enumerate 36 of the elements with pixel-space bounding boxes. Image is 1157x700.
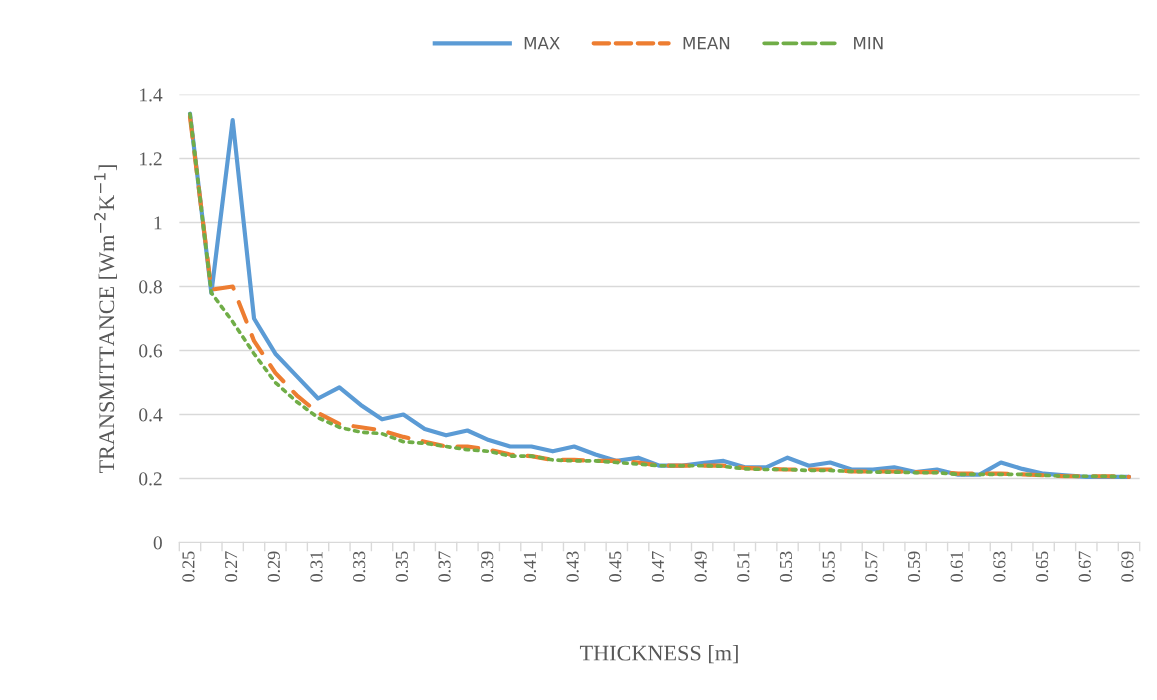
x-axis-title: THICKNESS [m]: [579, 644, 738, 664]
x-tick-label: 0.69: [1121, 551, 1134, 582]
x-tick-label: 0.39: [481, 551, 494, 582]
legend-label: MEAN: [683, 37, 730, 50]
x-tick-label: 0.59: [907, 551, 921, 582]
x-tick-label: 0.33: [353, 551, 366, 582]
x-tick-label: 0.29: [267, 551, 280, 582]
x-tick-label: 0.51: [737, 551, 750, 582]
x-tick-label: 0.27: [225, 551, 238, 582]
x-tick-label: 0.63: [993, 551, 1006, 582]
y-tick-label: 1: [154, 216, 162, 230]
legend-label: MIN: [854, 37, 883, 50]
y-tick-label: 0.4: [139, 408, 163, 422]
x-tick-label: 0.67: [1078, 551, 1091, 582]
x-tick-label: 0.35: [395, 551, 409, 582]
y-tick-label: 0.2: [139, 472, 162, 486]
x-tick-label: 0.41: [523, 551, 537, 582]
x-tick-label: 0.65: [1035, 551, 1049, 582]
x-tick-label: 0.47: [651, 551, 665, 582]
y-axis-title: TRANSMITTANCE [Wm$^{−2}$K$^{−1}$]: [93, 165, 117, 474]
y-tick-label: 1.4: [140, 88, 163, 102]
x-tick-label: 0.31: [310, 551, 323, 582]
x-tick-label: 0.53: [779, 551, 793, 582]
x-tick-label: 0.55: [822, 551, 835, 582]
x-tick-label: 0.37: [438, 551, 451, 582]
legend-label: MAX: [524, 37, 560, 50]
x-tick-label: 0.43: [566, 551, 579, 582]
x-tick-label: 0.61: [950, 551, 963, 582]
y-tick-label: 0.6: [139, 344, 163, 358]
x-tick-label: 0.49: [694, 551, 707, 582]
x-tick-label: 0.45: [609, 551, 622, 582]
x-tick-label: 0.25: [182, 551, 195, 582]
y-tick-label: 1.2: [140, 152, 162, 166]
y-tick-label: 0: [153, 536, 162, 550]
y-tick-label: 0.8: [139, 280, 162, 294]
x-tick-label: 0.57: [865, 551, 878, 582]
